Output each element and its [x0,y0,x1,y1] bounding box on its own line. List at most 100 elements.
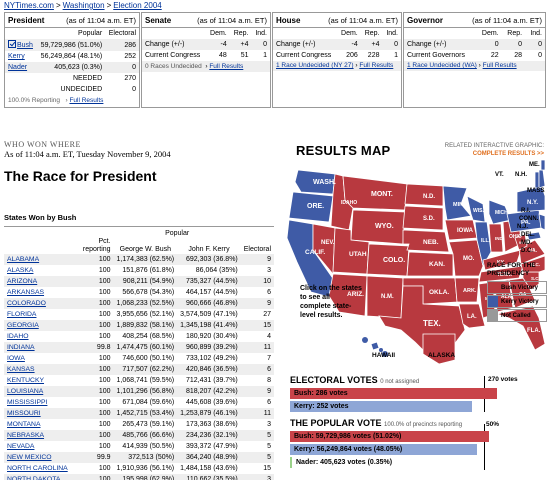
state-link[interactable]: NEW MEXICO [7,454,52,461]
kerry-votes-cell: 960,899 (39.2%) [177,342,241,353]
president-full-results-link[interactable]: Full Results [69,97,104,104]
reporting-status: 100.0% Reporting [8,97,61,104]
kerry-votes-cell: 3,574,509 (47.1%) [180,311,238,318]
governor-undecided-link[interactable]: 1 Race Undecided (WA) [407,62,477,69]
state-shape-wis[interactable] [466,195,486,223]
state-link[interactable]: COLORADO [7,300,46,307]
table-row: ALABAMA 100 1,174,383 (62.5%) 692,303 (36.8… [4,254,274,265]
state-shape-wva[interactable] [514,233,528,251]
state-name-cell: NEBRASKA [4,430,80,441]
state-link[interactable]: NORTH CAROLINA [7,465,68,472]
state-shape-me[interactable] [540,159,545,171]
governor-summary-box: Governor (as of 11:04 a.m. ET) Dem. Rep.… [403,12,546,108]
state-label-tenn: TENN. [497,272,513,278]
state-shape-ky[interactable] [482,249,522,271]
state-link[interactable]: MISSOURI [7,410,41,417]
state-link[interactable]: IDAHO [7,333,29,340]
electoral-cell: 9 [240,254,274,265]
house-full-results-link[interactable]: Full Results [359,62,394,69]
state-shape-sd[interactable] [402,205,444,231]
state-label-mont: MONT. [371,191,393,198]
state-link[interactable]: ALABAMA [7,256,40,263]
state-label-nc: N.C. [531,262,540,267]
state-shape-minn[interactable] [442,185,472,221]
senate-full-results-link[interactable]: Full Results [209,63,244,70]
electoral-cell: 6 [267,289,271,296]
state-shape-ark[interactable] [454,277,480,303]
state-label-neb: NEB. [423,239,439,246]
state-link[interactable]: GEORGIA [7,322,39,329]
state-shape-ak[interactable] [422,333,456,365]
state-shape-nh[interactable] [538,169,545,189]
state-link[interactable]: FLORIDA [7,311,37,318]
state-link[interactable]: NORTH DAKOTA [7,476,61,480]
state-label-ark: ARK. [463,288,477,294]
hawaii-island-shape[interactable] [379,348,383,352]
state-link[interactable]: LOUISIANA [7,388,44,395]
candidate-kerry-link[interactable]: Kerry [8,53,25,60]
popular-label-nader: Nader: 405,623 votes (0.35%) [296,459,393,466]
electoral-threshold-label: 270 votes [488,376,518,383]
pct-reporting-cell: 100 [79,320,114,331]
candidate-bush-link[interactable]: Bush [17,42,33,49]
state-shape-kan[interactable] [406,251,454,277]
hawaii-label: HAWAII [372,352,396,359]
house-undecided-link[interactable]: 1 Race Undecided (NY 27) [276,62,354,69]
state-label-wash: WASH. [313,179,336,186]
candidate-nader-link[interactable]: Nader [8,64,28,71]
state-shape-vt[interactable] [534,171,540,189]
state-shape-hi1[interactable] [370,341,380,351]
state-label-fla: FLA. [527,328,541,334]
state-link[interactable]: INDIANA [7,344,35,351]
pct-reporting-cell: 100 [79,408,114,419]
state-shape-fla[interactable] [495,305,545,351]
breadcrumb-washington-link[interactable]: Washington [62,1,105,10]
state-link[interactable]: IOWA [7,355,25,362]
us-results-map[interactable]: WASH. ORE. CALIF. NEV. IDAHO MONT. WYO. UTAH COL… [283,158,545,368]
state-label-va: VA. [529,248,538,254]
state-shape-mich[interactable] [488,199,512,225]
state-link[interactable]: MONTANA [7,421,41,428]
state-shape-tenn[interactable] [478,265,524,283]
pct-reporting-cell: 100 [98,465,111,472]
state-shape-nc[interactable] [520,255,545,273]
table-row: GEORGIA 100 1,889,832 (58.1%) 1,345,198 (41… [4,320,274,331]
state-shape-mont[interactable] [342,175,408,211]
state-link[interactable]: NEVADA [7,443,35,450]
governor-full-results-link[interactable]: Full Results [482,62,517,69]
table-row: NORTH CAROLINA 100 1,910,936 (56.1%) 1,484,… [4,463,274,474]
state-shape-ore[interactable] [288,191,334,223]
electoral-cell: 10 [240,276,274,287]
state-shape-wash[interactable] [294,169,336,195]
state-link[interactable]: ALASKA [7,267,34,274]
state-shape-utah[interactable] [332,227,370,275]
state-link[interactable]: MISSISSIPPI [7,399,48,406]
state-shape-ariz[interactable] [328,273,368,317]
state-link[interactable]: NEBRASKA [7,432,45,439]
state-shape-md[interactable] [526,231,542,241]
state-link[interactable]: KENTUCKY [7,377,45,384]
hawaii-island-shape[interactable] [382,351,388,357]
state-label-wis: WIS. [473,208,484,214]
electoral-cell: 3 [240,474,274,480]
bush-votes-cell: 1,174,383 (62.5%) [113,254,178,265]
bush-votes-cell: 1,452,715 (53.4%) [113,408,178,419]
state-link[interactable]: KANSAS [7,366,35,373]
state-shape-la[interactable] [458,303,486,329]
state-name-cell: ALASKA [4,265,80,276]
state-link[interactable]: ARIZONA [7,278,38,285]
breadcrumb-nytimes-link[interactable]: NYTimes.com [4,1,54,10]
complete-results-link[interactable]: COMPLETE RESULTS >> [472,151,544,157]
state-label-idaho: IDAHO [341,200,357,206]
hawaii-island-shape[interactable] [362,337,368,343]
state-shape-neb[interactable] [402,229,450,253]
state-shape-nd[interactable] [404,183,444,207]
state-shape-ind[interactable] [488,223,504,253]
state-label-ariz: ARIZ. [347,291,364,298]
president-table: Popular Electoral Bush 59,729,986 (51.0%… [5,28,139,95]
state-label-ky: KY. [497,260,505,266]
state-shape-nj[interactable] [538,213,545,231]
state-label-okla: OKLA. [429,289,449,296]
state-link[interactable]: ARKANSAS [7,289,45,296]
breadcrumb-election-link[interactable]: Election 2004 [113,1,162,10]
